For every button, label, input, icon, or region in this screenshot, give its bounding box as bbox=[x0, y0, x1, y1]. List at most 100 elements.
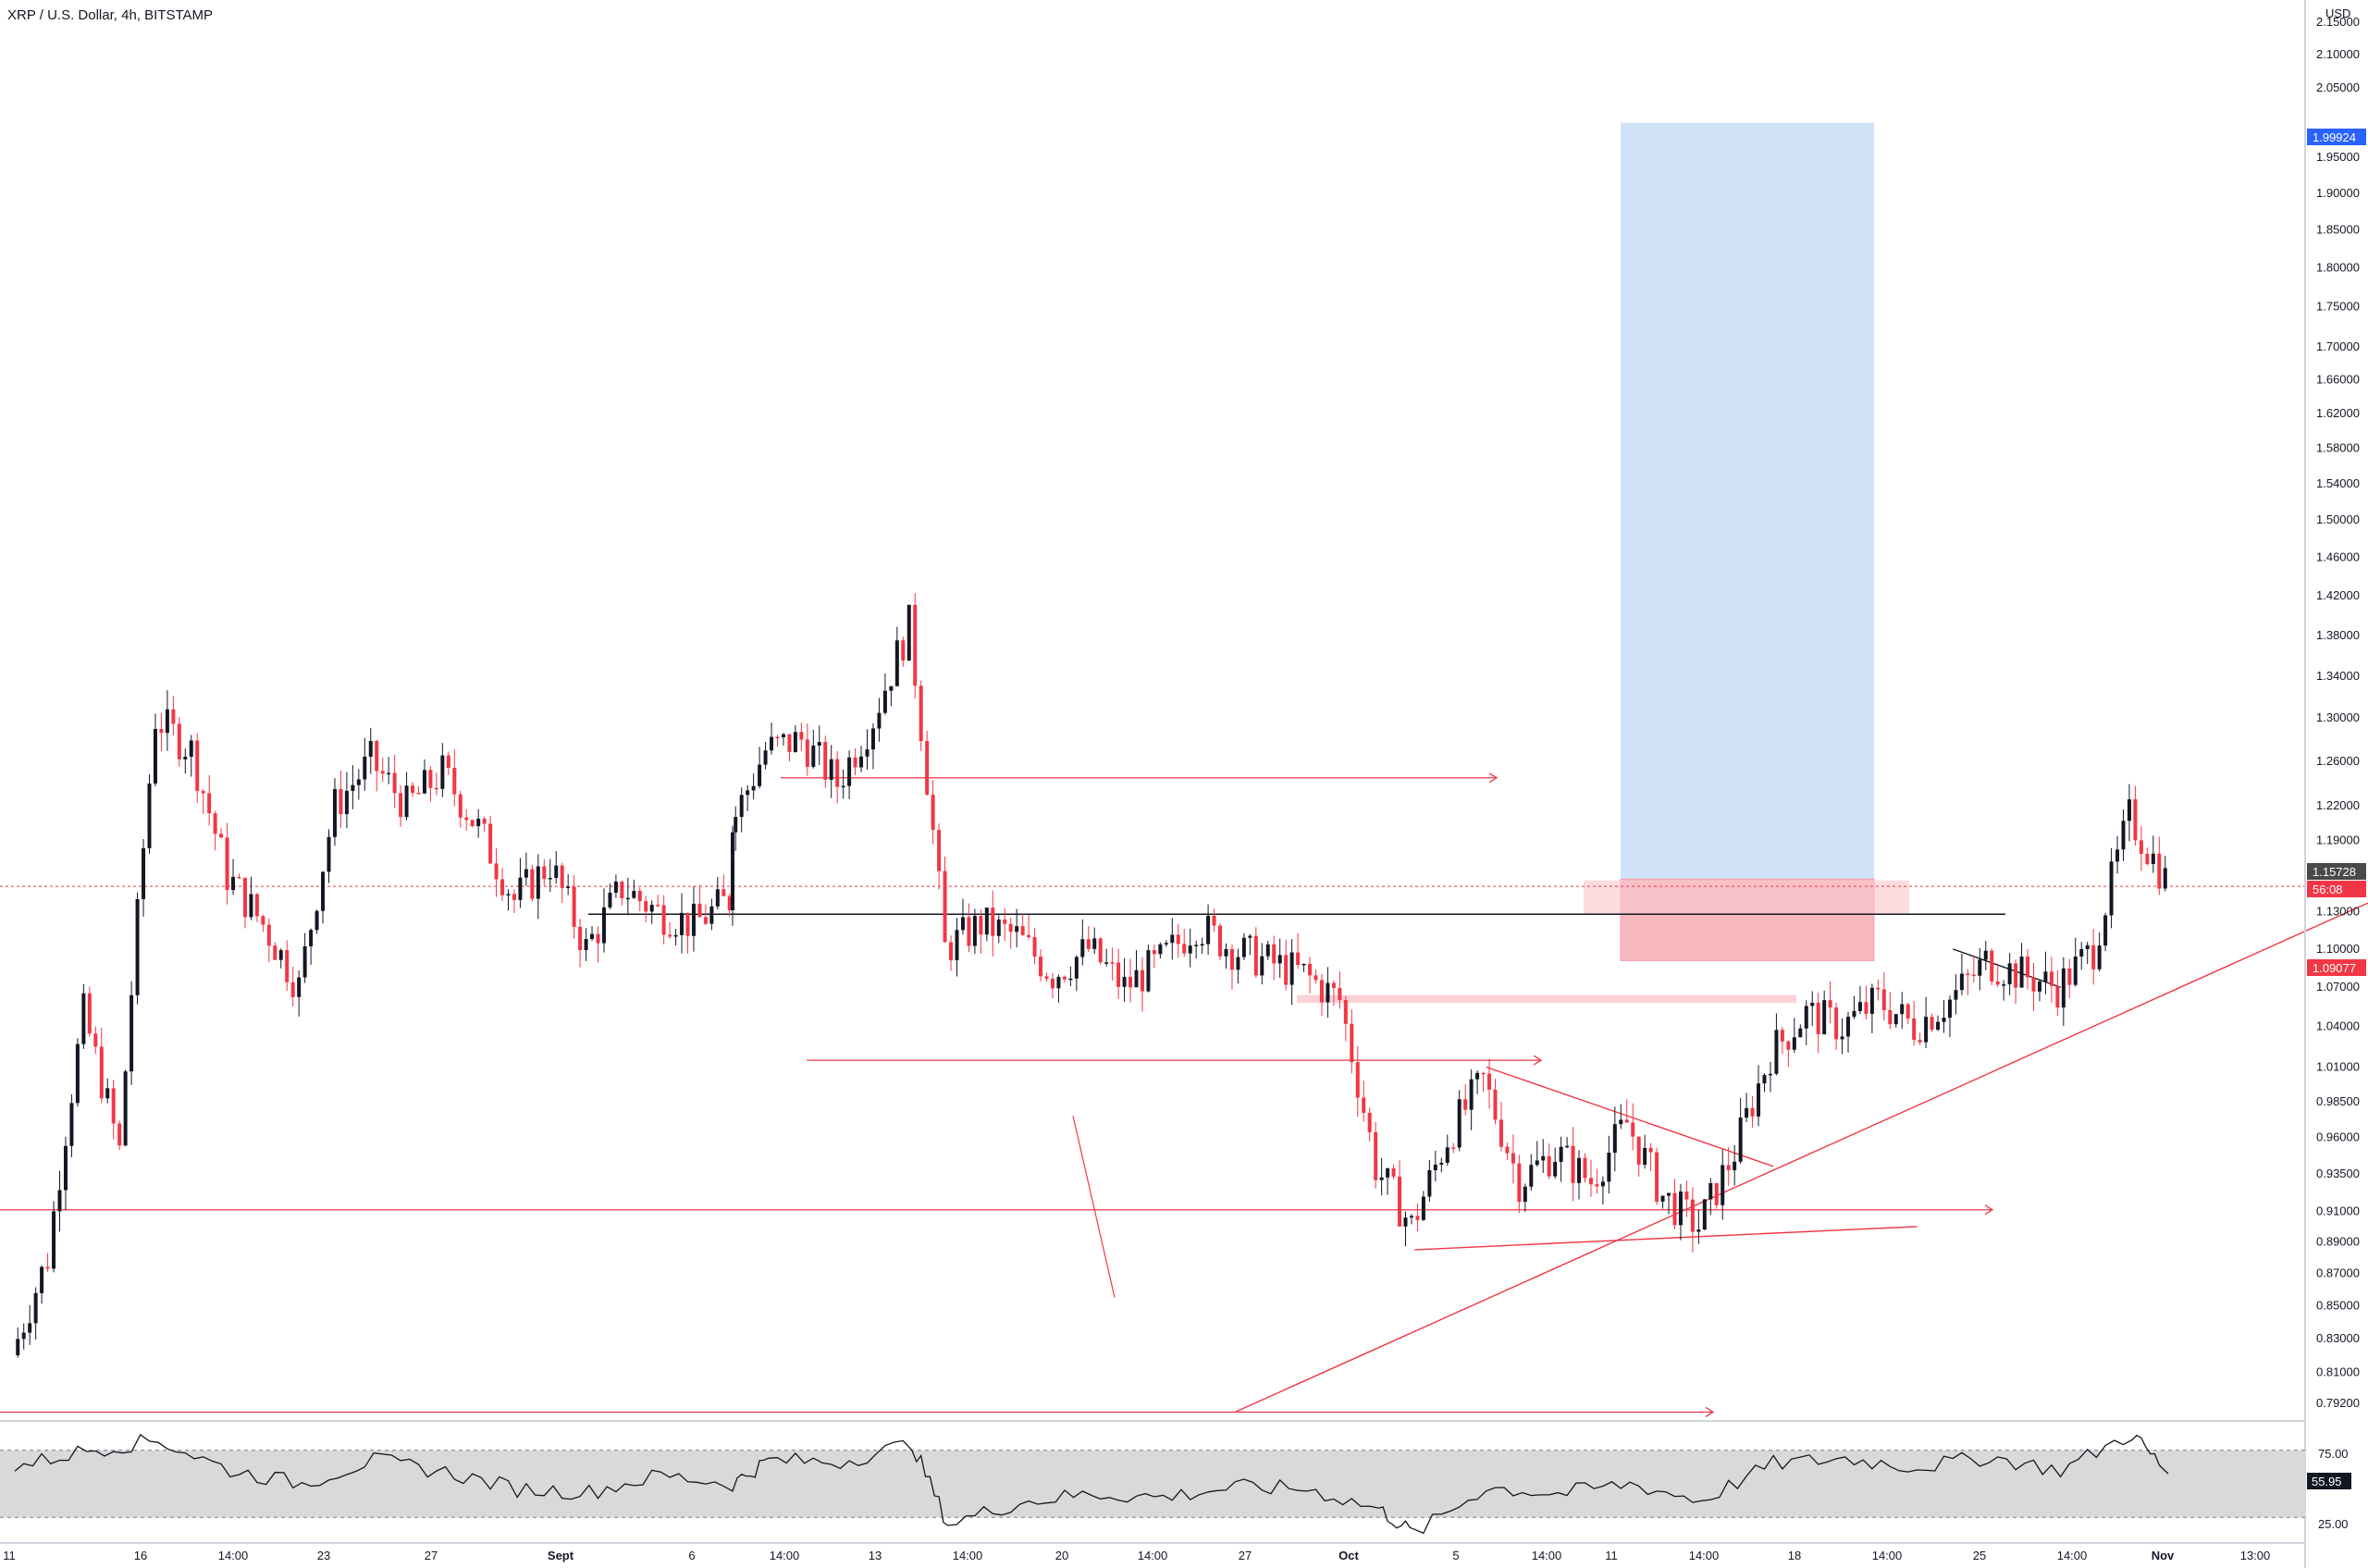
candle-up bbox=[1068, 978, 1073, 981]
candle-down bbox=[1116, 962, 1121, 987]
candle-up bbox=[2109, 861, 2114, 916]
candle-down bbox=[1062, 976, 1067, 980]
time-tick-label: 14:00 bbox=[1689, 1549, 1720, 1562]
price-tick-label: 1.07000 bbox=[2316, 980, 2360, 994]
rsi-line bbox=[14, 1433, 2169, 1535]
candle-up bbox=[40, 1266, 44, 1293]
demand-zone[interactable] bbox=[1297, 994, 1796, 1004]
time-axis[interactable]: 11 16 14:00 23 27 Sept 6 14:00 13 14:00 20 14:00 27 O… bbox=[3, 1549, 2270, 1562]
candle-up bbox=[302, 945, 307, 978]
time-tick-label: 27 bbox=[425, 1549, 438, 1562]
price-tick-label: 1.90000 bbox=[2316, 186, 2360, 200]
ray-arrow-head bbox=[1488, 772, 1498, 784]
candle-up bbox=[894, 640, 899, 686]
candle-down bbox=[1571, 1145, 1575, 1183]
candle-down bbox=[668, 934, 672, 937]
candle-down bbox=[925, 741, 930, 796]
candle-up bbox=[1080, 939, 1085, 957]
rsi-upper-label: 75.00 bbox=[2318, 1447, 2349, 1461]
candle-up bbox=[524, 869, 528, 878]
candle-up bbox=[649, 905, 654, 912]
candle-down bbox=[644, 901, 648, 912]
trendline[interactable] bbox=[1952, 948, 2061, 988]
candle-down bbox=[530, 869, 535, 899]
candle-up bbox=[1260, 956, 1264, 976]
candle-down bbox=[596, 933, 600, 944]
candle-up bbox=[1015, 926, 1019, 932]
candle-up bbox=[1678, 1191, 1683, 1226]
candle-down bbox=[1726, 1165, 1731, 1170]
candle-up bbox=[183, 757, 188, 759]
time-tick-label: 14:00 bbox=[1138, 1549, 1168, 1562]
candle-up bbox=[1439, 1163, 1444, 1165]
candle-down bbox=[399, 793, 403, 818]
stop-zone-outline bbox=[1620, 878, 1875, 961]
candle-up bbox=[1224, 948, 1228, 957]
candle-down bbox=[637, 891, 642, 902]
target-price-tag: 1.99924 bbox=[2307, 129, 2366, 145]
trendline[interactable] bbox=[1072, 1116, 1116, 1298]
candle-down bbox=[703, 917, 708, 924]
candle-up bbox=[1852, 1010, 1856, 1018]
candle-up bbox=[1559, 1146, 1563, 1162]
candle-down bbox=[1343, 1000, 1348, 1024]
trendline[interactable] bbox=[1234, 606, 2368, 1414]
candle-down bbox=[219, 833, 224, 838]
ray-arrow-head bbox=[1705, 1406, 1715, 1418]
candle-down bbox=[1672, 1192, 1677, 1226]
candle-up bbox=[1236, 957, 1240, 970]
candle-up bbox=[1612, 1124, 1617, 1154]
candle-down bbox=[488, 823, 493, 864]
time-tick-label: 5 bbox=[1452, 1549, 1459, 1562]
candle-up bbox=[165, 709, 169, 734]
candle-up bbox=[1708, 1183, 1713, 1200]
trendline[interactable] bbox=[1414, 1226, 1918, 1251]
price-tick-label: 1.04000 bbox=[2316, 1019, 2360, 1033]
candle-down bbox=[458, 794, 462, 818]
price-tick-label: 1.70000 bbox=[2316, 340, 2360, 353]
time-tick-label: 14:00 bbox=[770, 1549, 800, 1562]
candle-down bbox=[1176, 934, 1180, 945]
candle-down bbox=[1888, 1009, 1893, 1025]
candle-down bbox=[1780, 1030, 1784, 1042]
price-tick-label: 1.42000 bbox=[2316, 588, 2360, 602]
candle-down bbox=[207, 793, 212, 814]
candle-up bbox=[1936, 1021, 1941, 1031]
candle-up bbox=[363, 756, 367, 780]
candle-up bbox=[1900, 1004, 1905, 1015]
candle-up bbox=[1607, 1153, 1611, 1182]
candle-up bbox=[817, 742, 821, 746]
time-tick-label: 18 bbox=[1788, 1549, 1801, 1562]
target-zone[interactable] bbox=[1621, 122, 1874, 880]
candle-down bbox=[2014, 963, 2018, 988]
candle-up bbox=[1541, 1155, 1546, 1161]
candle-down bbox=[111, 1088, 116, 1124]
price-axis[interactable]: 2.15000 2.10000 2.05000 1.95000 1.90000 1.850… bbox=[2316, 15, 2360, 1410]
time-tick-label: 11 bbox=[3, 1549, 16, 1562]
candle-up bbox=[608, 893, 612, 907]
candle-up bbox=[518, 877, 523, 900]
candle-up bbox=[1565, 1145, 1570, 1148]
candle-down bbox=[697, 903, 702, 918]
candle-up bbox=[1720, 1165, 1725, 1205]
candle-up bbox=[625, 897, 630, 900]
candle-up bbox=[1170, 934, 1175, 944]
candle-up bbox=[1757, 1083, 1761, 1117]
candle-up bbox=[972, 916, 977, 946]
candle-down bbox=[1912, 1018, 1917, 1041]
candle-up bbox=[673, 934, 678, 937]
rsi-band bbox=[0, 1450, 2305, 1518]
time-tick-label: 13:00 bbox=[2240, 1549, 2271, 1562]
candle-down bbox=[949, 942, 954, 961]
candle-down bbox=[1930, 1017, 1934, 1031]
candle-up bbox=[889, 685, 894, 691]
candle-up bbox=[2007, 963, 2012, 985]
rsi-pane[interactable] bbox=[0, 1433, 2305, 1535]
candle-down bbox=[1864, 1002, 1868, 1014]
candle-down bbox=[1517, 1163, 1522, 1203]
candle-down bbox=[1684, 1191, 1689, 1200]
trendline[interactable] bbox=[1486, 1066, 1774, 1167]
candle-down bbox=[512, 894, 516, 900]
